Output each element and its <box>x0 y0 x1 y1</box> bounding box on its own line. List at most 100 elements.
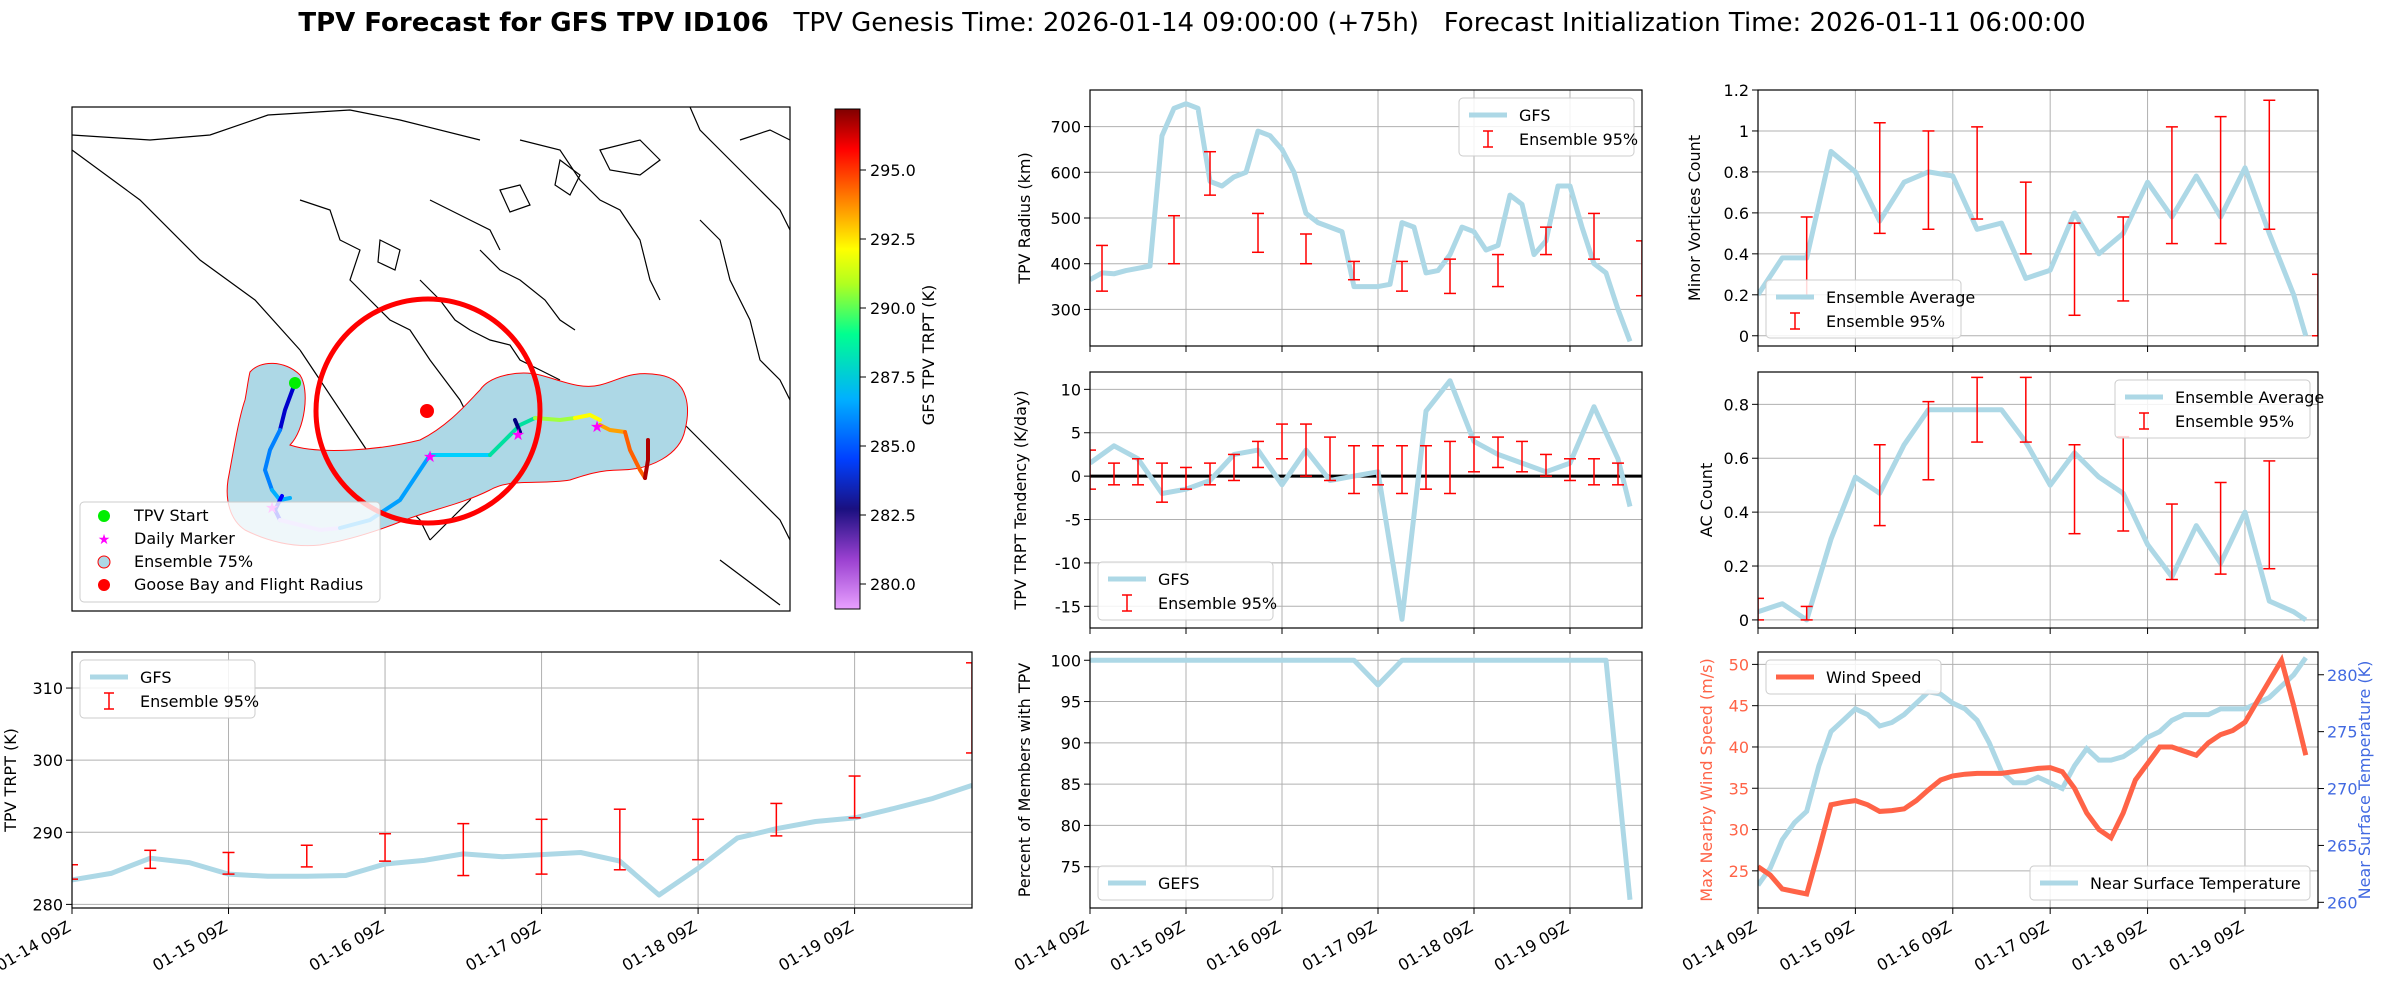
ensemble-errorbar <box>2312 273 2318 337</box>
chart-legend: GEFS <box>1097 865 1274 901</box>
y-tick-label: 25 <box>1729 862 1749 881</box>
legend-label: GFS <box>1519 106 1550 125</box>
legend-label: Ensemble 95% <box>1519 130 1638 149</box>
ensemble-errorbar <box>2117 216 2130 302</box>
ensemble-errorbar <box>144 849 157 870</box>
genesis-time: TPV Genesis Time: 2026-01-14 09:00:00 (+… <box>793 8 1419 38</box>
y-tick-label: 0 <box>1739 327 1749 346</box>
chart-legend: Ensemble Average Ensemble 95% <box>1765 279 1975 339</box>
x-tick-label: 01-18 09Z <box>619 917 700 975</box>
x-tick-label: 01-17 09Z <box>462 917 543 975</box>
y-axis-label: TPV TRPT Tendency (K/day) <box>1011 390 1030 610</box>
y-tick-label: 80 <box>1061 816 1081 835</box>
y-tick-label: 0 <box>1739 611 1749 630</box>
y2-tick-label: 280 <box>2327 666 2358 685</box>
ensemble-errorbar <box>1228 453 1240 482</box>
y2-tick-label: 270 <box>2327 780 2358 799</box>
ensemble-errorbar <box>1276 423 1288 460</box>
ensemble-errorbar <box>1324 436 1336 482</box>
y-tick-label: 0.4 <box>1724 245 1749 264</box>
chart-legend: Ensemble Average Ensemble 95% <box>2114 379 2324 439</box>
legend-swatch <box>1790 312 1800 330</box>
y-tick-label: 40 <box>1729 738 1749 757</box>
ensemble-errorbar <box>1612 462 1624 486</box>
legend-label: Near Surface Temperature <box>2090 874 2301 893</box>
ensemble-errorbar <box>1444 258 1456 295</box>
chart-legend: GFS Ensemble 95% <box>1097 561 1277 621</box>
ensemble-errorbar <box>1468 436 1480 473</box>
ensemble-errorbar <box>1348 260 1360 281</box>
ensemble-errorbar <box>770 802 783 837</box>
x-tick-label: 01-15 09Z <box>1776 917 1857 975</box>
x-tick-label: 01-15 09Z <box>149 917 230 975</box>
y-tick-label: 600 <box>1050 163 1081 182</box>
axes-frame <box>71 651 973 909</box>
ensemble-errorbar <box>1971 376 1984 443</box>
y-tick-label: 0.8 <box>1724 163 1749 182</box>
map-legend-label: Goose Bay and Flight Radius <box>134 575 363 594</box>
y-axis-label: Max Nearby Wind Speed (m/s) <box>1697 658 1716 901</box>
ensemble-errorbar <box>1588 458 1600 486</box>
ensemble-errorbar <box>1252 440 1264 469</box>
y-tick-label: 30 <box>1729 821 1749 840</box>
y-tick-label: 90 <box>1061 734 1081 753</box>
ensemble-errorbar <box>1873 122 1886 235</box>
ensemble-errorbar <box>1132 458 1144 486</box>
map-legend-label: Ensemble 75% <box>134 552 253 571</box>
colorbar-tick-label: 280.0 <box>870 575 916 594</box>
y-tick-label: 300 <box>1050 300 1081 319</box>
y-tick-label: 75 <box>1061 858 1081 877</box>
chart-minor: 0 0.2 0.4 0.6 0.8 1 1.2 Minor Vortices Count Ens… <box>1685 81 2319 352</box>
ensemble-errorbar <box>1540 453 1552 477</box>
x-tick-label: 01-15 09Z <box>1107 917 1188 975</box>
legend-label: Ensemble 95% <box>2175 412 2294 431</box>
ensemble-errorbar <box>1420 445 1432 490</box>
series-line <box>1090 101 1633 343</box>
chart-legend: GFS Ensemble 95% <box>79 659 259 719</box>
y2-tick-label: 265 <box>2327 836 2358 855</box>
y-tick-label: 500 <box>1050 209 1081 228</box>
axes-frame <box>1757 89 2319 347</box>
ensemble-errorbar <box>613 808 626 871</box>
ensemble-errorbar <box>1108 462 1120 486</box>
x-tick-label: 01-16 09Z <box>306 917 387 975</box>
ensemble-errorbar <box>222 851 235 875</box>
daily-marker: ★ <box>423 447 437 466</box>
goose-bay-marker <box>420 404 434 418</box>
ensemble-errorbar <box>2068 444 2081 535</box>
y-tick-label: 50 <box>1729 655 1749 674</box>
y-tick-label: -5 <box>1065 511 1081 530</box>
daily-marker: ★ <box>511 425 525 444</box>
legend-star-swatch: ★ <box>98 532 111 548</box>
y-tick-label: -10 <box>1055 554 1081 573</box>
legend-label: Ensemble Average <box>1826 288 1975 307</box>
daily-marker: ★ <box>590 417 604 436</box>
ensemble-errorbar <box>300 844 313 868</box>
legend-box <box>2029 865 2311 901</box>
chart-legend: Near Surface Temperature <box>2029 865 2311 901</box>
ensemble-errorbar <box>1204 150 1216 196</box>
ensemble-errorbar <box>1180 466 1192 490</box>
y-tick-label: 35 <box>1729 779 1749 798</box>
ensemble-errorbar <box>1922 130 1935 231</box>
ensemble-errorbar <box>2263 460 2276 570</box>
ensemble-errorbar <box>1800 605 1813 621</box>
ensemble-errorbar <box>1372 445 1384 486</box>
ensemble-errorbar <box>1300 423 1312 477</box>
chart-radius: 300 400 500 600 700 TPV Radius (km) GFS Ensembl… <box>1015 89 1643 352</box>
y-tick-label: 95 <box>1061 693 1081 712</box>
legend-swatch <box>1483 130 1493 148</box>
ensemble-errorbar <box>1156 462 1168 503</box>
y-tick-label: 400 <box>1050 255 1081 274</box>
ensemble-errorbar <box>1444 440 1456 495</box>
colorbar-tick-label: 292.5 <box>870 230 916 249</box>
legend-label: Wind Speed <box>1826 668 1921 687</box>
y-tick-label: 0.8 <box>1724 395 1749 414</box>
map-legend-box <box>79 501 381 603</box>
x-tick-label: 01-18 09Z <box>2068 917 2149 975</box>
y-tick-label: 0.2 <box>1724 286 1749 305</box>
y-axis-label: Percent of Members with TPV <box>1015 663 1034 897</box>
ensemble-errorbar <box>2263 99 2276 231</box>
